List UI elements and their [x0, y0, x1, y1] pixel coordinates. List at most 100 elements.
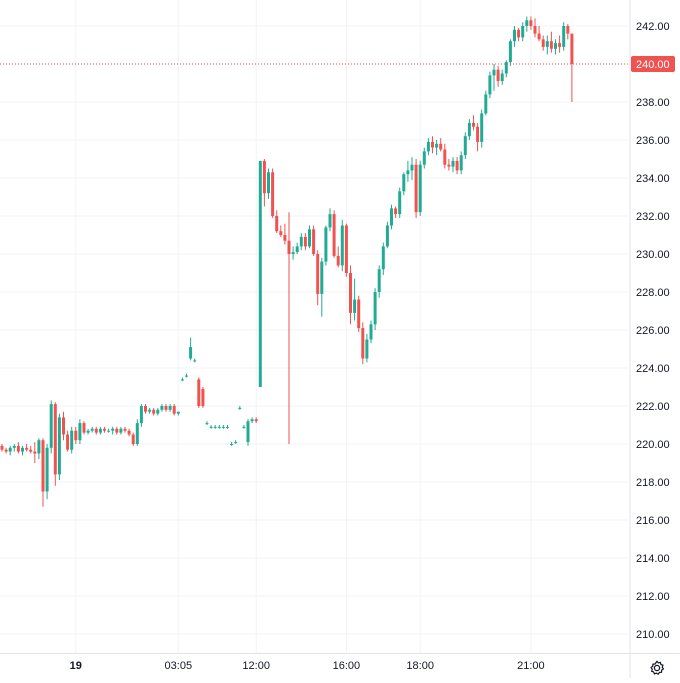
candle [406, 160, 410, 182]
candle-body [431, 141, 434, 148]
price-axis[interactable]: 242.00 240.00 238.00 236.00 234.00 232.00 230.… [629, 0, 675, 678]
candle-body [476, 126, 480, 142]
chart-settings-button[interactable] [646, 657, 668, 679]
candle-body [82, 423, 86, 433]
candle-body [4, 449, 8, 452]
candle-body [189, 347, 193, 359]
candle [537, 26, 541, 42]
y-tick-label: 242.00 [636, 21, 670, 33]
candle-body [250, 419, 254, 422]
candle [521, 22, 525, 42]
candle [254, 417, 258, 424]
candle-body [53, 404, 57, 475]
y-tick-label: 228.00 [636, 287, 670, 299]
candle-body [467, 122, 471, 137]
candle [385, 221, 389, 249]
last-price-tag [631, 56, 675, 72]
candle [513, 26, 516, 47]
candle-body [545, 41, 549, 47]
candle [496, 65, 500, 87]
candle [361, 322, 365, 365]
candle [484, 90, 488, 116]
candle-body [418, 164, 422, 213]
candle [320, 257, 324, 317]
candle-body [156, 409, 160, 414]
candle [209, 425, 213, 429]
candle-body [238, 407, 242, 409]
candle-body [414, 164, 418, 213]
x-tick-label: 19 [70, 660, 82, 672]
candle [459, 151, 463, 175]
candle [283, 223, 287, 245]
candle-body [398, 191, 402, 215]
candle-body [25, 447, 29, 450]
candle-body [29, 449, 33, 452]
candle [242, 425, 246, 429]
candle [390, 204, 393, 230]
candle-body [541, 39, 545, 47]
candle [549, 31, 553, 53]
candle [488, 71, 492, 99]
candle [189, 337, 193, 361]
candle [349, 265, 352, 325]
candle [49, 400, 53, 454]
candle [394, 206, 398, 218]
y-tick-label: 230.00 [636, 249, 670, 261]
candle-body [111, 428, 115, 431]
candle [185, 373, 188, 378]
candle-body [410, 164, 414, 171]
y-tick-label: 236.00 [636, 135, 670, 147]
candle-body [406, 170, 410, 175]
candle-body [459, 155, 463, 171]
candle [381, 242, 385, 275]
candle-body [98, 428, 102, 433]
candle-body [566, 26, 570, 34]
candle [226, 425, 229, 429]
candle-body [258, 160, 262, 387]
candle-body [554, 43, 557, 49]
candle [570, 33, 574, 102]
candle [115, 426, 119, 435]
candle-body [287, 240, 291, 254]
candle [66, 430, 70, 452]
candles-layer [0, 16, 574, 507]
candle-body [12, 445, 16, 448]
candle [545, 35, 549, 55]
candle-body [562, 26, 566, 47]
candle-body [131, 434, 135, 444]
candle-body [558, 43, 562, 47]
candle [62, 411, 65, 441]
candle-body [369, 324, 373, 340]
candle [267, 168, 270, 199]
candle [258, 160, 262, 387]
candle [57, 413, 61, 481]
candle-body [148, 409, 152, 412]
candle [25, 444, 29, 452]
candle [357, 295, 361, 332]
candle [94, 426, 98, 435]
candle-body [275, 216, 279, 232]
candle-body [340, 225, 344, 266]
x-tick-label: 16:00 [333, 660, 361, 672]
candle [98, 426, 102, 435]
x-tick-label: 03:05 [165, 660, 193, 672]
candle [422, 147, 426, 169]
candle [467, 119, 471, 140]
candle-body [324, 227, 328, 262]
candle [176, 411, 180, 416]
time-axis[interactable]: 19 03:05 12:00 16:00 18:00 21:00 [0, 653, 680, 673]
candle-body [242, 426, 246, 428]
candle-body [303, 236, 307, 247]
candle-body [205, 423, 209, 425]
candle-body [500, 73, 504, 82]
candle-body [316, 254, 320, 294]
candle [111, 426, 115, 435]
candle [29, 445, 33, 454]
candle-body [209, 426, 213, 428]
candle-body [90, 428, 94, 431]
candle-body [353, 299, 357, 313]
y-tick-label: 222.00 [636, 401, 670, 413]
candle [476, 122, 480, 152]
